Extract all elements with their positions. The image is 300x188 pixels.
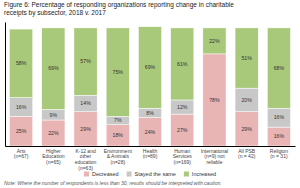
- bar: [235, 112, 258, 146]
- bar: [138, 108, 161, 117]
- legend-swatch: [127, 172, 132, 177]
- bar: [106, 125, 129, 146]
- bar: [10, 98, 33, 117]
- data-label: 75%: [113, 69, 124, 75]
- data-label: 16%: [274, 114, 285, 120]
- bar: [42, 28, 65, 109]
- legend-label: Decreased: [92, 171, 119, 177]
- x-tick-label: HigherEducation(n=65): [42, 148, 64, 165]
- data-label: 12%: [177, 104, 188, 110]
- bar: [203, 54, 226, 146]
- legend-item: Stayed the same: [127, 171, 176, 177]
- legend-item: Decreased: [84, 171, 119, 177]
- bar: [203, 28, 226, 54]
- data-label: 25%: [16, 128, 27, 134]
- data-label: 68%: [274, 65, 285, 71]
- data-label: 22%: [209, 38, 220, 44]
- x-tick-label: HumanServices(n=169): [173, 148, 193, 165]
- legend: Decreased Stayed the same Increased: [84, 171, 216, 177]
- x-axis: Arts(n=67) HigherEducation(n=65) K-12 ando…: [6, 146, 296, 171]
- data-label: 78%: [209, 97, 220, 103]
- bar: [267, 28, 290, 108]
- bar: [267, 127, 290, 146]
- bar: [42, 120, 65, 146]
- legend-swatch: [184, 172, 189, 177]
- data-labels: 25% 22% 29% 18% 24% 27% 78% 29% 16% 16% 9% 14% 7% 8% 1…: [16, 38, 285, 140]
- y-axis: [5, 23, 6, 147]
- data-label: 14%: [80, 100, 91, 106]
- x-tick: K-12 andothereducation(n=63): [75, 146, 97, 171]
- bar: [235, 28, 258, 88]
- data-label: 7%: [114, 117, 122, 123]
- data-label: 9%: [50, 112, 58, 118]
- bar: [10, 29, 33, 97]
- bar: [171, 28, 194, 100]
- x-tick-label: Health(n=89): [143, 148, 158, 160]
- bar: [171, 100, 194, 114]
- data-label: 61%: [177, 61, 188, 67]
- data-label: 58%: [16, 60, 27, 66]
- bar: [106, 28, 129, 117]
- data-label: 27%: [177, 127, 188, 133]
- data-label: 57%: [80, 58, 91, 64]
- bar: [74, 112, 97, 146]
- title: Figure 6: Percentage of responding organ…: [4, 1, 234, 17]
- data-label: 16%: [274, 133, 285, 139]
- data-label: 69%: [48, 65, 59, 71]
- data-label: 20%: [241, 97, 252, 103]
- legend-label: Increased: [192, 171, 216, 177]
- chart: Figure 6: Percentage of responding organ…: [0, 0, 300, 188]
- data-label: 24%: [145, 129, 156, 135]
- x-tick-label: Religion(n = 31): [270, 148, 288, 160]
- x-tick: All PSB(n = 42): [238, 146, 256, 159]
- series: [10, 27, 291, 117]
- data-label: 29%: [80, 126, 91, 132]
- data-label: 69%: [145, 64, 156, 70]
- x-tick: Environment& Animals(n=28): [104, 146, 133, 165]
- note: Note: Where the number of respondents is…: [4, 180, 222, 186]
- x-tick: Arts(n=67): [14, 146, 29, 159]
- bar: [10, 116, 33, 146]
- x-tick: HumanServices(n=169): [173, 146, 193, 165]
- bar: [138, 27, 161, 108]
- bar: [106, 116, 129, 124]
- bar: [138, 118, 161, 146]
- x-tick-label: All PSB(n = 42): [238, 148, 256, 160]
- x-tick-label: Environment& Animals(n=28): [104, 148, 133, 165]
- legend-swatch: [84, 172, 89, 177]
- bar: [267, 108, 290, 127]
- x-tick-label: K-12 andothereducation(n=63): [75, 148, 97, 171]
- x-tick: International(n=9) notreliable: [201, 146, 229, 165]
- legend-label: Stayed the same: [135, 171, 176, 177]
- bar: [171, 114, 194, 146]
- bar: [235, 88, 258, 112]
- x-tick: Health(n=89): [143, 146, 158, 159]
- y-axis-line: [5, 23, 6, 147]
- bars: [10, 27, 291, 146]
- data-label: 22%: [48, 130, 59, 136]
- x-tick-label: International(n=9) notreliable: [201, 148, 229, 165]
- data-label: 8%: [146, 110, 154, 116]
- bar: [74, 28, 97, 95]
- data-label: 16%: [16, 104, 27, 110]
- data-label: 29%: [241, 126, 252, 132]
- bar: [74, 95, 97, 112]
- data-label: 18%: [113, 132, 124, 138]
- bar: [42, 109, 65, 120]
- data-label: 51%: [241, 55, 252, 61]
- legend-item: Increased: [184, 171, 216, 177]
- x-tick-label: Arts(n=67): [14, 148, 29, 160]
- x-tick: HigherEducation(n=65): [42, 146, 64, 165]
- x-tick: Religion(n = 31): [270, 146, 288, 159]
